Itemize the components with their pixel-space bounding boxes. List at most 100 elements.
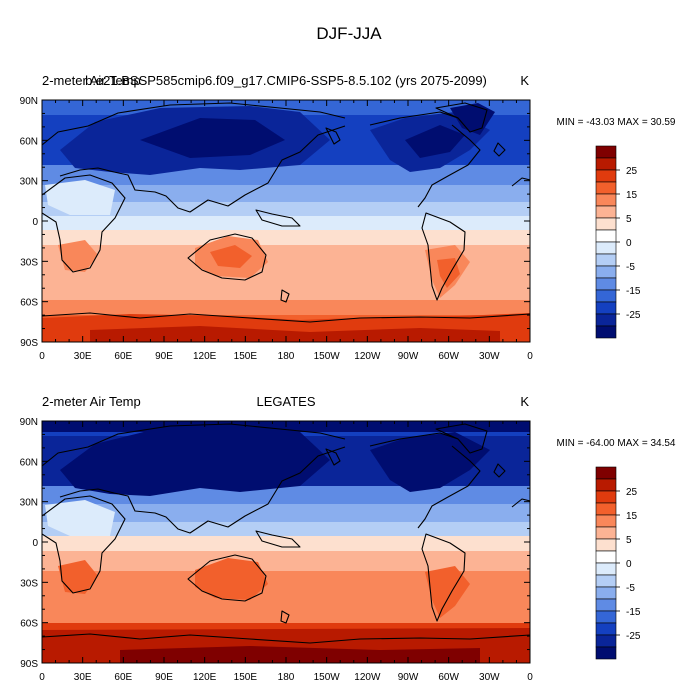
y-tick-label: 90N	[20, 96, 38, 107]
panel-center-title: b.e21.BSSP585cmip6.f09_g17.CMIP6-SSP5-8.…	[85, 73, 487, 88]
colorbar-swatch	[595, 229, 617, 243]
temperature-field	[42, 421, 530, 663]
panel-stats: MIN = -43.03 MAX = 30.59	[557, 117, 676, 128]
colorbar-label: 5	[626, 535, 632, 546]
y-tick-label: 60S	[20, 298, 38, 309]
colorbar-swatch	[595, 301, 617, 315]
x-tick-label: 60W	[438, 351, 459, 362]
colorbar-label: 0	[626, 559, 632, 570]
x-tick-label: 150E	[234, 672, 258, 683]
panel-units: K	[520, 394, 529, 409]
x-tick-label: 180	[278, 672, 295, 683]
x-tick-label: 150W	[314, 672, 341, 683]
x-tick-label: 0	[39, 672, 45, 683]
colorbar-swatch	[595, 550, 617, 564]
colorbar-swatch	[595, 145, 617, 159]
panel-observations: 2-meter Air Temp LEGATES K MIN = -64.00 …	[20, 394, 676, 683]
colorbar-swatch	[595, 205, 617, 219]
x-tick-label: 60W	[438, 672, 459, 683]
x-tick-label: 30W	[479, 351, 500, 362]
x-tick-label: 120W	[354, 672, 381, 683]
colorbar-swatch	[595, 586, 617, 600]
x-axis: 0 30E 60E 90E 120E 150E 180 150W 120W 90W 60W 30W 0	[39, 421, 533, 683]
colorbar-swatch	[595, 466, 617, 480]
x-tick-label: 30W	[479, 672, 500, 683]
colorbar-swatch	[595, 634, 617, 648]
x-tick-label: 0	[39, 351, 45, 362]
colorbar-swatch	[595, 193, 617, 207]
x-tick-label: 120W	[354, 351, 381, 362]
colorbar-label: 0	[626, 238, 632, 249]
x-tick-label: 60E	[114, 351, 132, 362]
y-tick-label: 60S	[20, 619, 38, 630]
colorbar-swatch	[595, 598, 617, 612]
colorbar-swatch	[595, 478, 617, 492]
colorbar-swatch	[595, 574, 617, 588]
y-tick-label: 90N	[20, 417, 38, 428]
colorbar-swatch	[595, 289, 617, 303]
y-tick-label: 0	[32, 538, 38, 549]
colorbar-swatch	[595, 502, 617, 516]
panel-model: 2-meter Air Temp b.e21.BSSP585cmip6.f09_…	[20, 73, 676, 362]
temperature-field	[42, 100, 530, 342]
x-axis: 0 30E 60E 90E 120E 150E 180 150W 120W 90W 60W 30W 0	[39, 100, 533, 362]
colorbar-swatch	[595, 265, 617, 279]
panel-stats: MIN = -64.00 MAX = 34.54	[557, 438, 676, 449]
y-tick-label: 30N	[20, 498, 38, 509]
colorbar-swatch	[595, 490, 617, 504]
colorbar-swatch	[595, 325, 617, 339]
colorbar-swatch	[595, 313, 617, 327]
x-tick-label: 30E	[74, 672, 92, 683]
y-tick-label: 30S	[20, 257, 38, 268]
colorbar-label: -15	[626, 286, 641, 297]
y-tick-label: 90S	[20, 338, 38, 349]
x-tick-label: 90E	[155, 672, 173, 683]
colorbar-label: 25	[626, 487, 638, 498]
x-tick-label: 90W	[398, 672, 419, 683]
colorbar-swatch	[595, 526, 617, 540]
colorbar-swatch	[595, 157, 617, 171]
colorbar-label: 15	[626, 511, 638, 522]
y-tick-label: 60N	[20, 457, 38, 468]
colorbar-swatch	[595, 610, 617, 624]
colorbar: 25 15 5 0 -5 -15 -25	[595, 466, 641, 660]
y-tick-label: 60N	[20, 136, 38, 147]
x-tick-label: 180	[278, 351, 295, 362]
colorbar-label: 25	[626, 166, 638, 177]
colorbar-label: 15	[626, 190, 638, 201]
panel-left-title: 2-meter Air Temp	[42, 73, 141, 88]
colorbar-swatch	[595, 241, 617, 255]
colorbar-swatch	[595, 253, 617, 267]
colorbar: 25 15 5 0 -5 -15 -25	[595, 145, 641, 339]
colorbar-label: -25	[626, 631, 641, 642]
x-tick-label: 150E	[234, 351, 258, 362]
colorbar-label: -15	[626, 607, 641, 618]
x-tick-label: 90W	[398, 351, 419, 362]
x-tick-label: 0	[527, 672, 533, 683]
y-axis: 90N 60N 30N 0 30S 60S 90S	[20, 417, 530, 670]
colorbar-label: -25	[626, 310, 641, 321]
x-tick-label: 150W	[314, 351, 341, 362]
x-tick-label: 60E	[114, 672, 132, 683]
panel-center-title: LEGATES	[256, 394, 315, 409]
y-tick-label: 30N	[20, 177, 38, 188]
main-title: DJF-JJA	[316, 24, 382, 43]
y-tick-label: 90S	[20, 659, 38, 670]
colorbar-swatch	[595, 181, 617, 195]
x-tick-label: 30E	[74, 351, 92, 362]
colorbar-label: -5	[626, 262, 635, 273]
colorbar-swatch	[595, 514, 617, 528]
colorbar-swatch	[595, 277, 617, 291]
colorbar-label: -5	[626, 583, 635, 594]
colorbar-swatch	[595, 646, 617, 660]
colorbar-swatch	[595, 622, 617, 636]
y-axis: 90N 60N 30N 0 30S 60S 90S	[20, 96, 530, 349]
panel-units: K	[520, 73, 529, 88]
colorbar-label: 5	[626, 214, 632, 225]
x-tick-label: 120E	[193, 672, 217, 683]
y-tick-label: 0	[32, 217, 38, 228]
colorbar-swatch	[595, 562, 617, 576]
panel-left-title: 2-meter Air Temp	[42, 394, 141, 409]
colorbar-swatch	[595, 217, 617, 231]
